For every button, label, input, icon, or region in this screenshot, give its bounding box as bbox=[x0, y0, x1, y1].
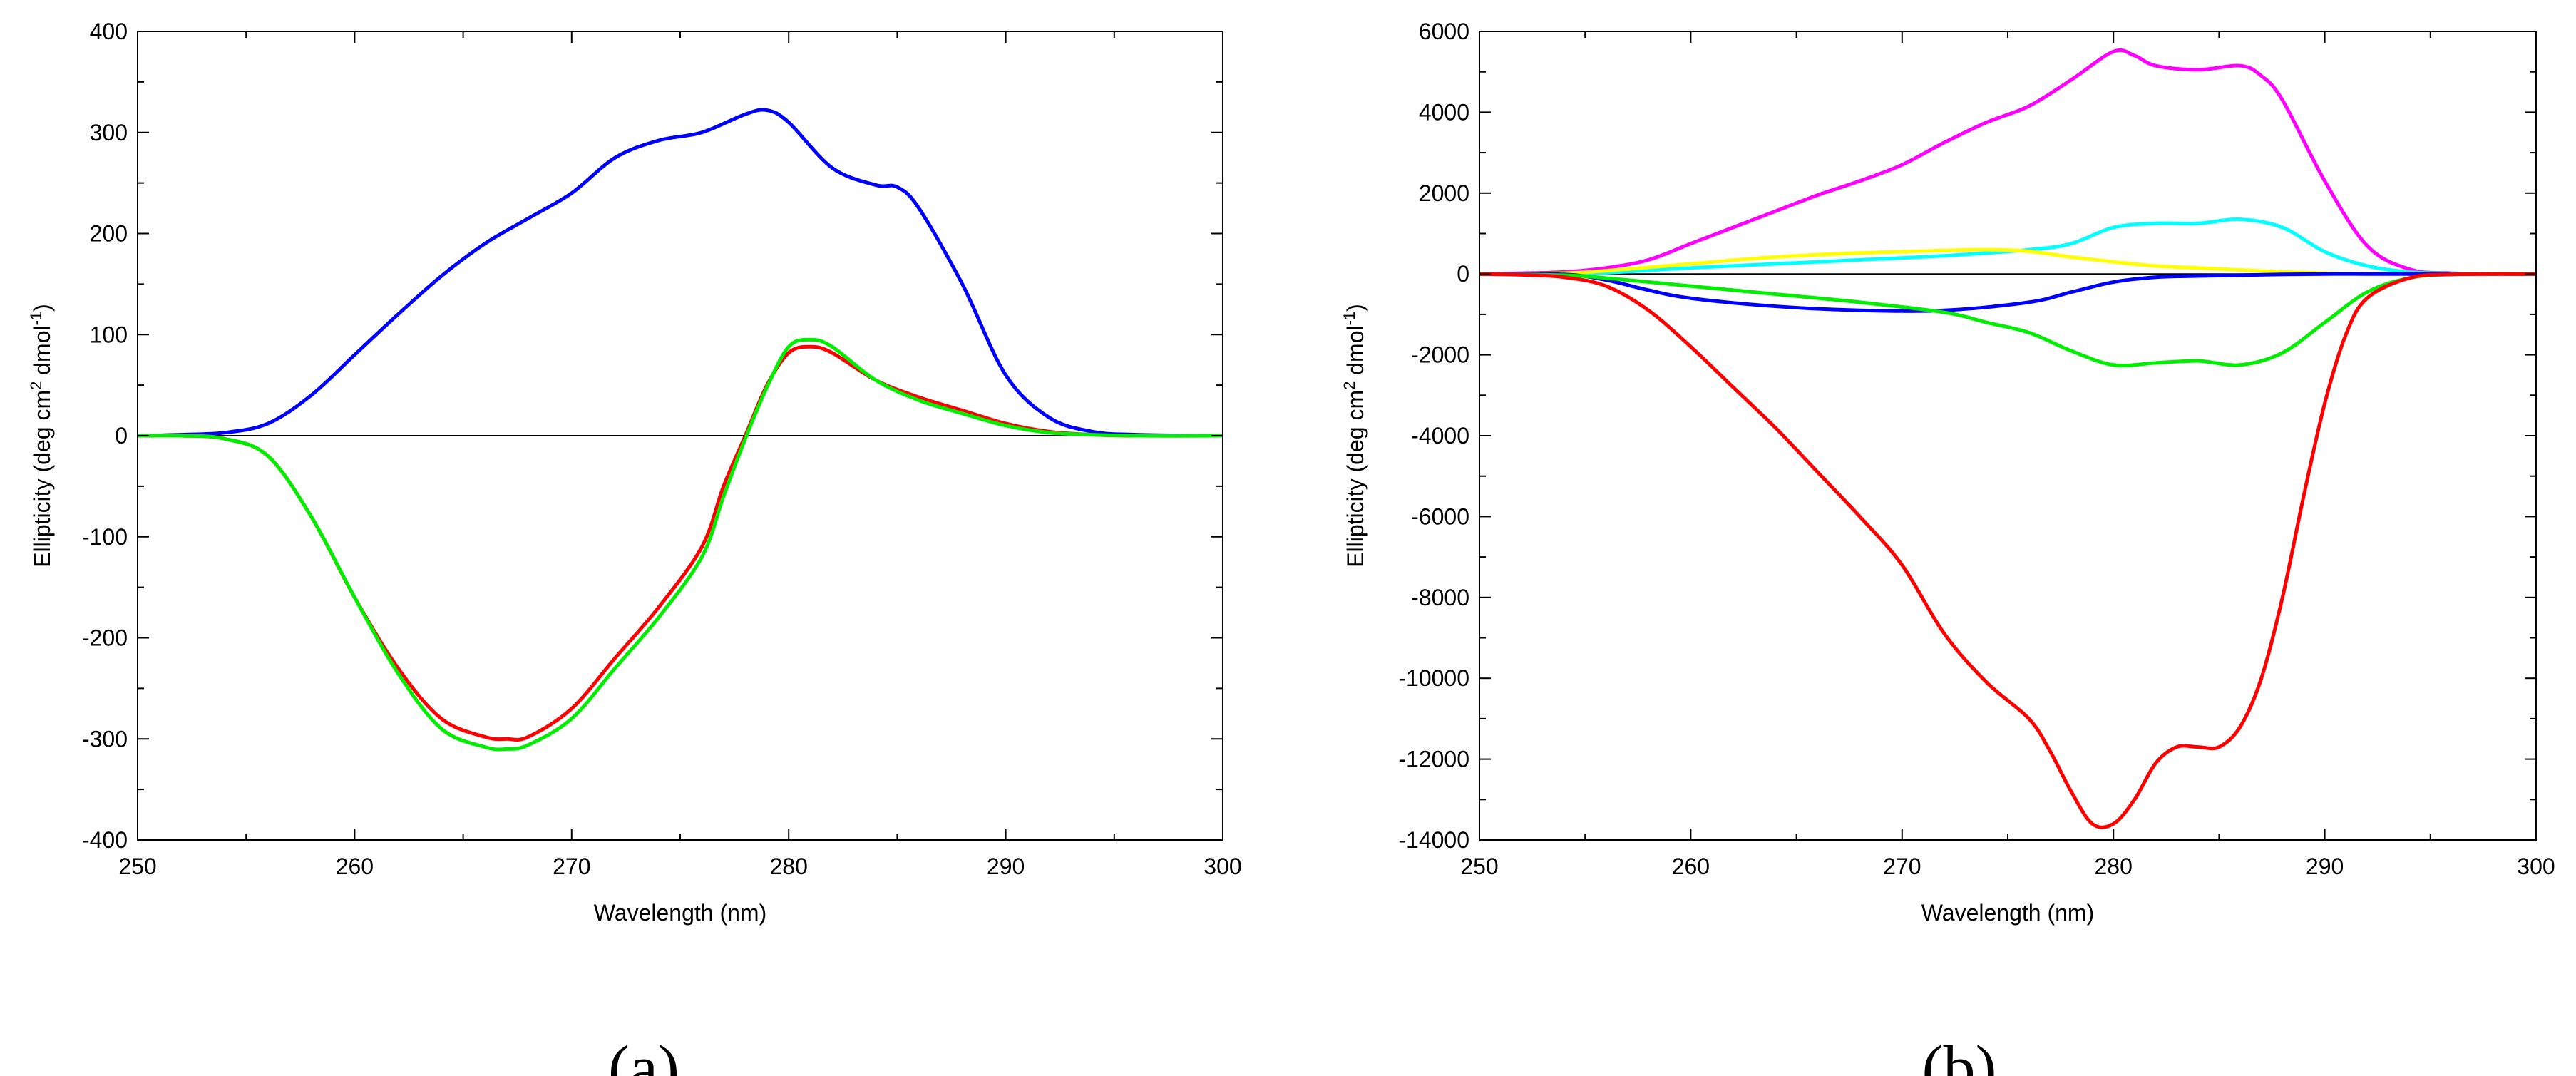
panel-label: (a) bbox=[608, 1033, 679, 1076]
panel-label: (b) bbox=[1922, 1033, 1997, 1076]
y-axis-label: Ellipticity (deg cm2 dmol-1) bbox=[1340, 304, 1368, 568]
x-tick-label: 270 bbox=[1883, 854, 1921, 879]
x-tick-label: 300 bbox=[2517, 854, 2555, 879]
x-tick-label: 270 bbox=[553, 854, 590, 879]
series-line-3 bbox=[137, 337, 1223, 752]
x-tick-label: 250 bbox=[118, 854, 156, 879]
y-tick-label: 200 bbox=[90, 221, 128, 247]
x-tick-label: 280 bbox=[770, 854, 808, 879]
y-tick-label: 300 bbox=[90, 120, 128, 145]
y-tick-label: 0 bbox=[115, 423, 128, 449]
chart-panel-b: 250 260 270 280 290 300 -14000 -12000 -10000 -800… bbox=[1340, 19, 2555, 1076]
y-tick-label: -12000 bbox=[1398, 747, 1469, 772]
x-tick-label: 260 bbox=[336, 854, 374, 879]
x-tick-label: 250 bbox=[1460, 854, 1498, 879]
y-tick-label: 2000 bbox=[1419, 180, 1469, 206]
y-tick-label: 100 bbox=[90, 322, 128, 347]
series-line-4 bbox=[1479, 272, 2536, 313]
x-tick-label: 290 bbox=[987, 854, 1025, 879]
y-tick-label: -2000 bbox=[1411, 342, 1469, 368]
y-tick-label: -8000 bbox=[1411, 585, 1469, 610]
y-tick-label: -14000 bbox=[1398, 827, 1469, 853]
chart-panel-a: 250 260 270 280 290 300 -400 -300 -200 -100 0 100 20… bbox=[27, 19, 1242, 1076]
series-line-6 bbox=[1479, 272, 2537, 829]
y-tick-label: 400 bbox=[90, 19, 128, 44]
y-tick-label: -400 bbox=[82, 827, 128, 853]
x-axis-label: Wavelength (nm) bbox=[1921, 900, 2094, 926]
series-line-1 bbox=[1479, 48, 2537, 276]
y-tick-label: 4000 bbox=[1419, 99, 1469, 125]
y-tick-label: 0 bbox=[1457, 261, 1469, 287]
series-line-5 bbox=[1479, 272, 2537, 368]
series-line-2 bbox=[1479, 217, 2537, 276]
x-tick-label: 300 bbox=[1204, 854, 1241, 879]
x-tick-label: 260 bbox=[1672, 854, 1710, 879]
x-axis-label: Wavelength (nm) bbox=[594, 900, 766, 926]
y-tick-label: -100 bbox=[82, 524, 128, 550]
x-tick-label: 290 bbox=[2306, 854, 2344, 879]
x-tick-label: 280 bbox=[2095, 854, 2133, 879]
y-tick-label: -300 bbox=[82, 726, 128, 752]
y-tick-label: -6000 bbox=[1411, 503, 1469, 529]
series-line-1 bbox=[137, 108, 1223, 438]
y-tick-label: -4000 bbox=[1411, 423, 1469, 449]
y-axis-label: Ellipticity (deg cm2 dmol-1) bbox=[27, 304, 55, 568]
y-tick-label: -10000 bbox=[1398, 665, 1469, 691]
y-tick-label: -200 bbox=[82, 625, 128, 651]
plot-frame bbox=[1479, 31, 2537, 841]
y-tick-label: 6000 bbox=[1419, 19, 1469, 44]
